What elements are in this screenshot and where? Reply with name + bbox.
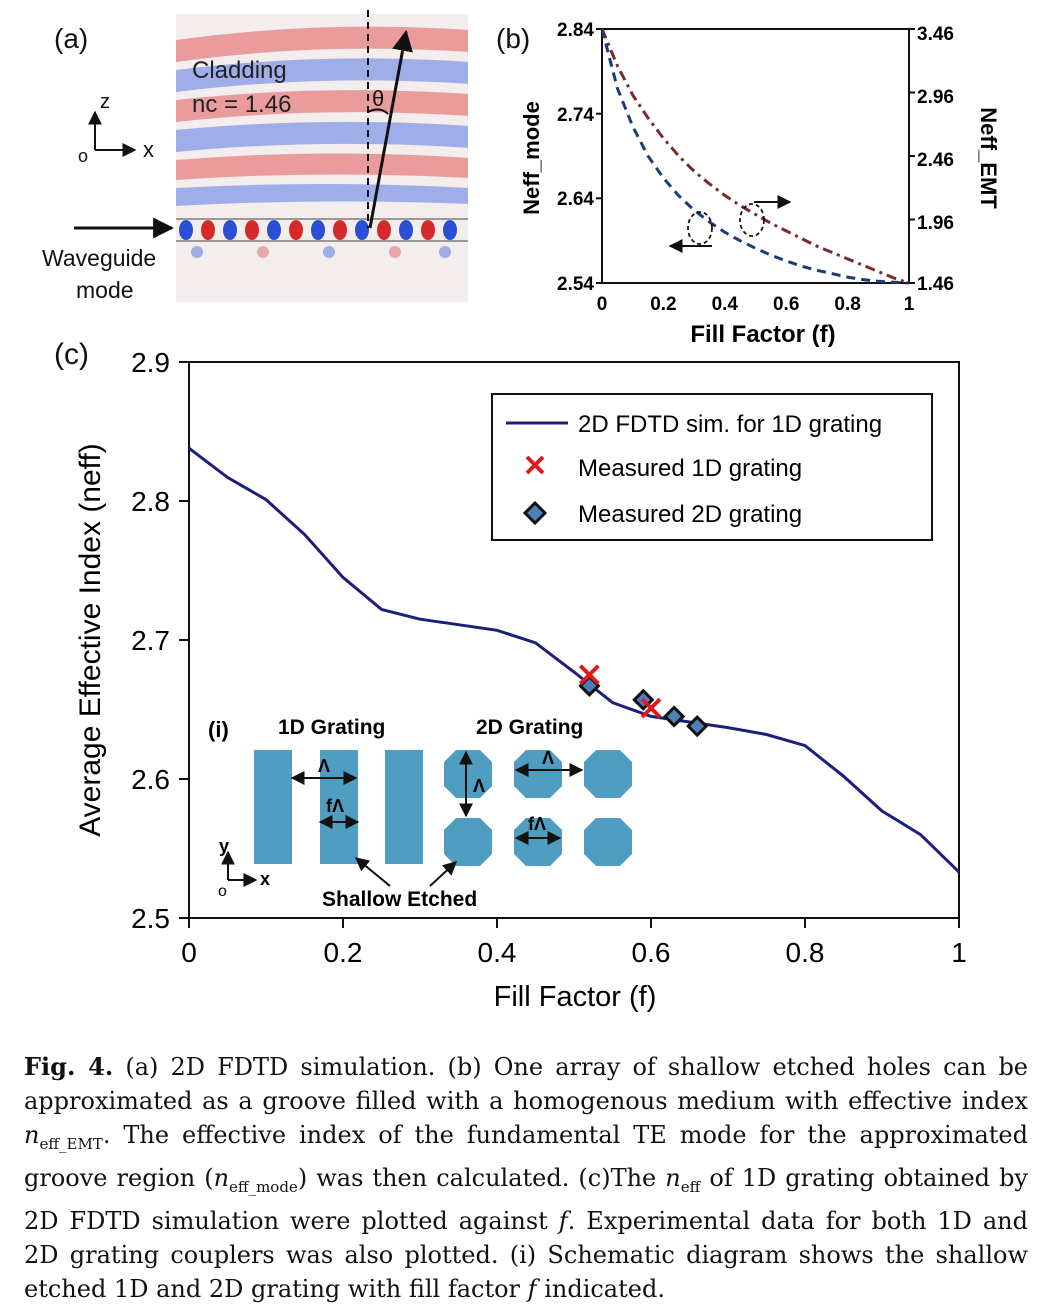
b-ylabel-left: Neff_mode bbox=[519, 101, 544, 215]
waveguide-mode-label-2: mode bbox=[76, 277, 134, 303]
fill-label: fΛ bbox=[326, 796, 344, 816]
b-xtick: 1 bbox=[904, 294, 915, 315]
c-y-ticks: 2.9 2.8 2.7 2.6 2.5 bbox=[131, 347, 189, 934]
inset-schematic: (i) 1D Grating 2D Grating Λ fΛ Λ Λ fΛ Sh bbox=[208, 716, 632, 911]
b-x-ticks: 0 0.2 0.4 0.6 0.8 1 bbox=[597, 294, 915, 315]
b-xtick: 0.8 bbox=[834, 294, 860, 315]
c-ytick: 2.5 bbox=[131, 903, 170, 934]
b-right-ticks: 3.46 2.96 2.46 1.96 1.46 bbox=[909, 24, 954, 295]
panel-a-label: (a) bbox=[54, 23, 88, 54]
b-ytick-right: 2.46 bbox=[917, 150, 954, 171]
b-xtick: 0.6 bbox=[773, 294, 799, 315]
c-xtick: 1 bbox=[951, 937, 967, 968]
legend-item: Measured 2D grating bbox=[578, 501, 802, 528]
grating-hole bbox=[584, 818, 632, 866]
b-xtick: 0.4 bbox=[712, 294, 739, 315]
figure-caption: Fig. 4. (a) 2D FDTD simulation. (b) One … bbox=[24, 1052, 1029, 1303]
grating-hole bbox=[444, 818, 492, 866]
b-left-ticks: 2.84 2.74 2.64 2.54 bbox=[557, 20, 602, 295]
svg-text:o: o bbox=[218, 883, 227, 900]
b-ytick: 2.64 bbox=[557, 189, 594, 210]
svg-text:o: o bbox=[78, 146, 88, 166]
b-ytick-right: 1.96 bbox=[917, 213, 954, 234]
cladding-index-label: nᴄ = 1.46 bbox=[192, 91, 291, 118]
panel-c-label: (c) bbox=[54, 338, 89, 371]
axes-icon-a: z x o bbox=[78, 91, 154, 166]
emt-curve-marker-circle bbox=[739, 203, 765, 237]
c-ytick: 2.6 bbox=[131, 764, 170, 795]
b-xtick: 0 bbox=[597, 294, 608, 315]
pointer-arrow bbox=[354, 857, 391, 887]
field-wavefronts bbox=[176, 26, 468, 206]
waveguide-mode-label: Waveguide bbox=[42, 245, 156, 271]
emission-arrow bbox=[368, 29, 413, 229]
inset-1d-title: 1D Grating bbox=[278, 716, 385, 739]
grating-bar bbox=[254, 750, 292, 864]
legend-diamond-marker bbox=[522, 500, 548, 526]
guided-mode-lobes bbox=[179, 220, 457, 258]
c-ylabel: Average Effective Index (neff) bbox=[74, 443, 107, 837]
period-label-2d: Λ bbox=[542, 748, 554, 768]
fill-label-2d: fΛ bbox=[528, 814, 546, 834]
shallow-etched-label: Shallow Etched bbox=[322, 888, 477, 911]
measured-1d-point bbox=[578, 664, 600, 686]
panel-a: (a) bbox=[42, 10, 468, 303]
c-xtick: 0.4 bbox=[478, 937, 517, 968]
c-xlabel: Fill Factor (f) bbox=[494, 981, 657, 1013]
mode-curve bbox=[600, 28, 910, 285]
grating-bar bbox=[320, 750, 358, 864]
c-xtick: 0.2 bbox=[324, 937, 363, 968]
mode-curve-marker-circle bbox=[687, 211, 713, 245]
measured-markers bbox=[578, 664, 709, 738]
cladding-label: Cladding bbox=[192, 57, 287, 84]
grating-hole bbox=[514, 750, 562, 798]
c-ytick: 2.9 bbox=[131, 347, 170, 378]
b-xlabel: Fill Factor (f) bbox=[690, 321, 835, 348]
theta-label: θ bbox=[372, 86, 384, 111]
inset-label: (i) bbox=[208, 717, 229, 742]
fdtd-field-map bbox=[176, 14, 468, 302]
theta-arc bbox=[367, 108, 389, 115]
measured-2d-point bbox=[662, 705, 686, 728]
legend-item: Measured 1D grating bbox=[578, 455, 802, 482]
c-xtick: 0 bbox=[181, 937, 197, 968]
b-ytick-right: 2.96 bbox=[917, 87, 954, 108]
c-ytick: 2.7 bbox=[131, 625, 170, 656]
panel-b-label: (b) bbox=[496, 23, 530, 54]
svg-text:x: x bbox=[143, 137, 154, 162]
figure: (a) bbox=[42, 10, 1001, 1013]
period-label-vertical: Λ bbox=[473, 776, 485, 796]
legend-x-marker bbox=[525, 455, 545, 475]
c-ytick: 2.8 bbox=[131, 486, 170, 517]
pointer-arrow bbox=[429, 861, 458, 887]
c-x-ticks: 0 0.2 0.4 0.6 0.8 1 bbox=[181, 918, 967, 968]
b-ytick: 2.74 bbox=[557, 105, 594, 126]
b-ytick-right: 3.46 bbox=[917, 24, 954, 45]
measured-2d-point bbox=[686, 715, 709, 738]
sim-line-1d-grating bbox=[188, 447, 961, 874]
c-xtick: 0.8 bbox=[786, 937, 825, 968]
panel-b: (b) 2.84 2.74 2.64 2.54 3.46 2.96 2.46 1… bbox=[496, 20, 1001, 348]
grating-bar bbox=[385, 750, 423, 864]
measured-1d-point bbox=[640, 697, 662, 719]
svg-text:x: x bbox=[260, 869, 270, 889]
emt-curve bbox=[600, 28, 910, 285]
b-xtick: 0.2 bbox=[650, 294, 676, 315]
b-ytick: 2.54 bbox=[557, 274, 594, 295]
inset-2d-title: 2D Grating bbox=[476, 716, 583, 739]
b-ylabel-right: Neff_EMT bbox=[976, 107, 1001, 209]
svg-text:y: y bbox=[219, 836, 229, 856]
svg-text:z: z bbox=[100, 91, 110, 113]
axes-icon-inset: y x o bbox=[218, 836, 270, 900]
legend-item: 2D FDTD sim. for 1D grating bbox=[578, 411, 882, 438]
period-label: Λ bbox=[318, 756, 330, 776]
panel-c: (c) 2.9 2.8 2.7 2.6 2.5 0 0.2 0.4 0.6 0.… bbox=[54, 338, 967, 1013]
c-xtick: 0.6 bbox=[632, 937, 671, 968]
b-ytick-right: 1.46 bbox=[917, 274, 954, 295]
b-ytick: 2.84 bbox=[557, 20, 594, 41]
legend: 2D FDTD sim. for 1D grating Measured 1D … bbox=[491, 393, 933, 541]
grating-hole bbox=[584, 750, 632, 798]
